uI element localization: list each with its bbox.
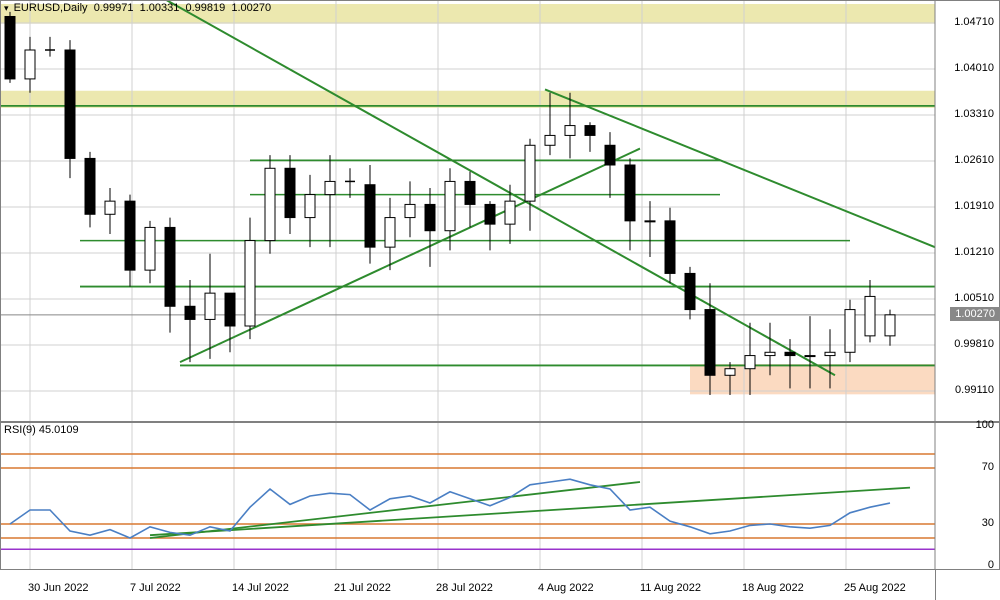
chart-title: ▾ EURUSD,Daily 0.99971 1.00331 0.99819 1… [4, 2, 271, 14]
x-tick-label: 21 Jul 2022 [334, 582, 391, 594]
x-tick-label: 25 Aug 2022 [844, 582, 906, 594]
y-tick-label: 1.04710 [954, 16, 994, 28]
y-tick-label: 1.01910 [954, 200, 994, 212]
ohlc-close: 1.00270 [231, 2, 271, 14]
current-price-tag: 1.00270 [950, 307, 1000, 321]
x-tick-label: 28 Jul 2022 [436, 582, 493, 594]
y-tick-label: 1.01210 [954, 246, 994, 258]
y-tick-label: 0.99110 [955, 384, 994, 396]
y-tick-label: 1.04010 [954, 62, 994, 74]
rsi-label: RSI(9) 45.0109 [4, 424, 79, 436]
rsi-tick-label: 70 [982, 461, 994, 473]
x-tick-label: 30 Jun 2022 [28, 582, 89, 594]
ohlc-low: 0.99819 [185, 2, 225, 14]
chart-container: ▾ EURUSD,Daily 0.99971 1.00331 0.99819 1… [0, 0, 1000, 600]
y-tick-label: 1.02610 [954, 154, 994, 166]
x-tick-label: 4 Aug 2022 [538, 582, 594, 594]
rsi-panel[interactable]: RSI(9) 45.0109 03070100 [0, 422, 1000, 570]
dropdown-icon[interactable]: ▾ [4, 3, 9, 14]
rsi-svg [0, 422, 1000, 570]
rsi-tick-label: 100 [976, 419, 994, 431]
rsi-tick-label: 30 [982, 517, 994, 529]
x-tick-label: 7 Jul 2022 [130, 582, 181, 594]
y-tick-label: 0.99810 [954, 338, 994, 350]
x-tick-label: 11 Aug 2022 [640, 582, 701, 594]
price-chart-svg [0, 0, 1000, 422]
y-tick-label: 1.00510 [954, 292, 994, 304]
ohlc-high: 1.00331 [140, 2, 180, 14]
x-tick-label: 14 Jul 2022 [232, 582, 289, 594]
ohlc-open: 0.99971 [94, 2, 134, 14]
x-axis: 30 Jun 2022 7 Jul 2022 14 Jul 2022 21 Jul 2… [0, 570, 1000, 600]
y-tick-label: 1.03310 [954, 108, 994, 120]
x-tick-label: 18 Aug 2022 [742, 582, 804, 594]
price-chart[interactable]: ▾ EURUSD,Daily 0.99971 1.00331 0.99819 1… [0, 0, 1000, 422]
symbol-label: EURUSD,Daily [14, 2, 88, 14]
